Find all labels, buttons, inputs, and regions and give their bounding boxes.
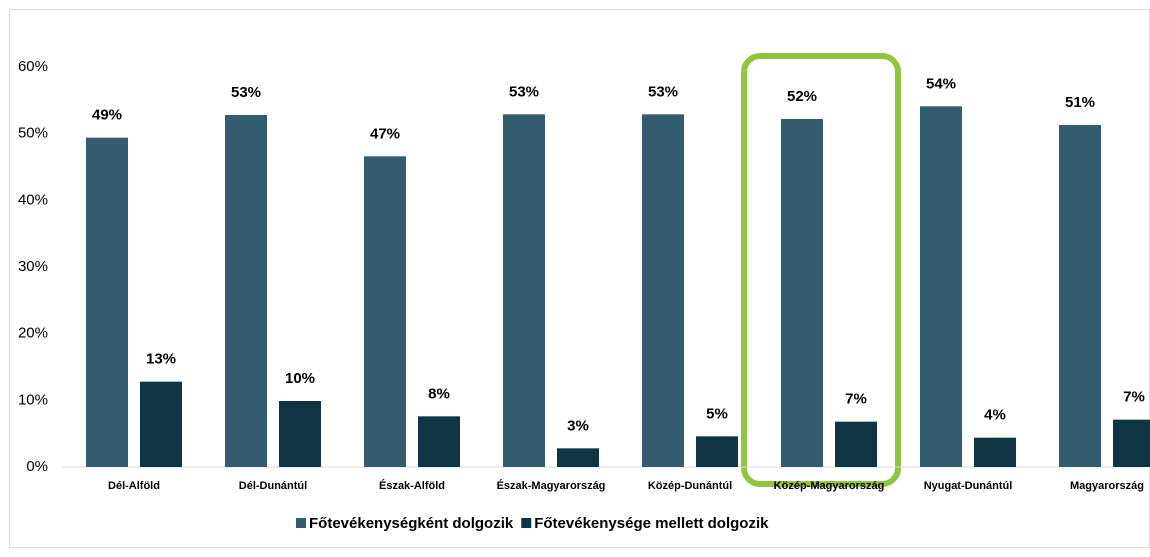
bar <box>781 119 823 467</box>
value-label: 13% <box>146 351 176 368</box>
x-tick-label: Nyugat-Dunántúl <box>924 480 1013 492</box>
bar <box>1059 125 1101 467</box>
bar <box>86 137 128 467</box>
value-label: 53% <box>509 83 539 100</box>
bar <box>974 437 1016 467</box>
value-label: 54% <box>926 75 956 92</box>
y-tick-label: 60% <box>18 58 48 75</box>
value-label: 7% <box>845 391 867 408</box>
legend: Főtevékenységként dolgozik Főtevékenysége… <box>296 515 769 532</box>
value-label: 3% <box>567 417 589 434</box>
y-tick-label: 0% <box>26 458 48 475</box>
value-label: 51% <box>1065 94 1095 111</box>
value-label: 52% <box>787 88 817 105</box>
x-tick-label: Észak-Magyarország <box>497 479 606 492</box>
bar <box>696 436 738 467</box>
x-tick-label: Észak-Alföld <box>379 479 445 492</box>
y-tick-label: 50% <box>18 125 48 142</box>
bar <box>557 448 599 467</box>
highlight-box <box>741 53 901 487</box>
bar <box>140 381 182 467</box>
x-tick-label: Dél-Alföld <box>108 480 160 492</box>
bar <box>418 416 460 467</box>
value-label: 8% <box>428 385 450 402</box>
x-tick-label: Magyarország <box>1070 480 1144 492</box>
bar <box>642 114 684 467</box>
y-tick-label: 40% <box>18 191 48 208</box>
y-tick-label: 30% <box>18 258 48 275</box>
bar <box>920 106 962 467</box>
x-tick-label: Közép-Magyarország <box>774 480 885 492</box>
bar <box>1113 419 1150 467</box>
legend-label: Főtevékenységként dolgozik <box>309 515 514 532</box>
value-label: 53% <box>648 83 678 100</box>
value-label: 53% <box>231 84 261 101</box>
bar <box>279 401 321 467</box>
bar <box>364 156 406 468</box>
x-tick-label: Közép-Dunántúl <box>648 480 732 492</box>
legend-label: Főtevékenysége mellett dolgozik <box>534 515 769 532</box>
bar <box>225 115 267 467</box>
value-label: 7% <box>1123 389 1145 406</box>
y-tick-label: 10% <box>18 391 48 408</box>
value-label: 10% <box>285 370 315 387</box>
legend-swatch <box>521 518 532 528</box>
value-label: 49% <box>92 107 122 124</box>
bar <box>503 114 545 467</box>
legend-swatch <box>296 518 306 528</box>
value-label: 47% <box>370 125 400 142</box>
y-tick-label: 20% <box>18 325 48 342</box>
bar <box>835 421 877 467</box>
x-tick-label: Dél-Dunántúl <box>239 480 307 492</box>
value-label: 5% <box>706 405 728 422</box>
value-label: 4% <box>984 407 1006 424</box>
